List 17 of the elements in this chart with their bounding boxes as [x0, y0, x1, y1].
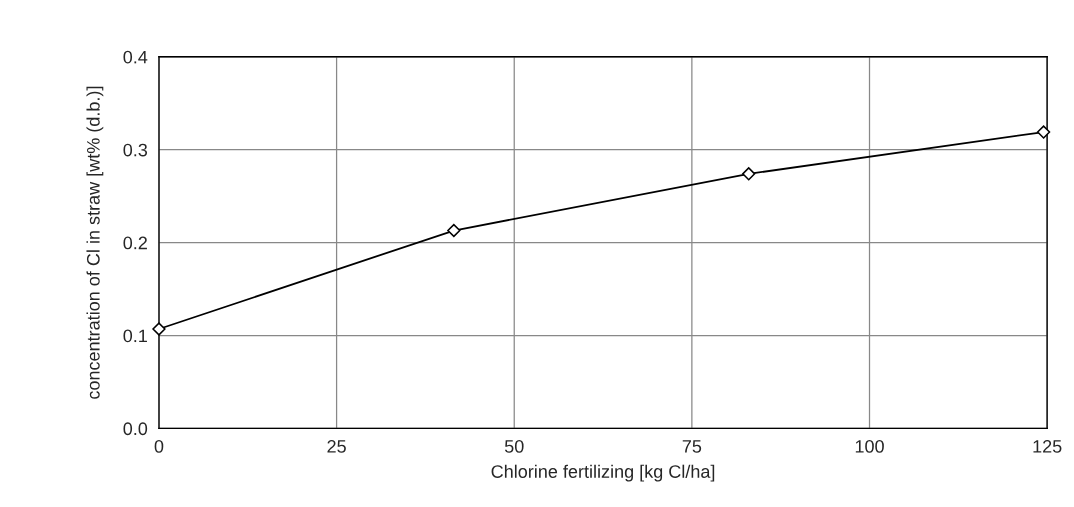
- x-tick-label: 75: [682, 440, 702, 453]
- point: [742, 167, 756, 181]
- point: [447, 223, 461, 238]
- x-tick-label: 50: [504, 440, 524, 453]
- x-tick-label: 0: [154, 440, 164, 453]
- point: [1036, 125, 1051, 139]
- x-tick-label: 25: [327, 440, 346, 453]
- point: [152, 322, 166, 336]
- y-axis-title: concentration of Cl in straw [wt% (d.b.)]: [86, 86, 104, 399]
- y-tick-label: 0.2: [123, 236, 147, 250]
- x-tick-label: 100: [855, 440, 884, 453]
- y-tick-label: 0.1: [123, 329, 147, 343]
- x-axis-title: Chlorine fertilizing [kg Cl/ha]: [491, 464, 715, 482]
- y-tick-label: 0.4: [123, 50, 148, 64]
- x-tick-label: 125: [1033, 440, 1062, 453]
- y-tick-label: 0.0: [123, 422, 148, 436]
- y-tick-label: 0.3: [123, 143, 148, 157]
